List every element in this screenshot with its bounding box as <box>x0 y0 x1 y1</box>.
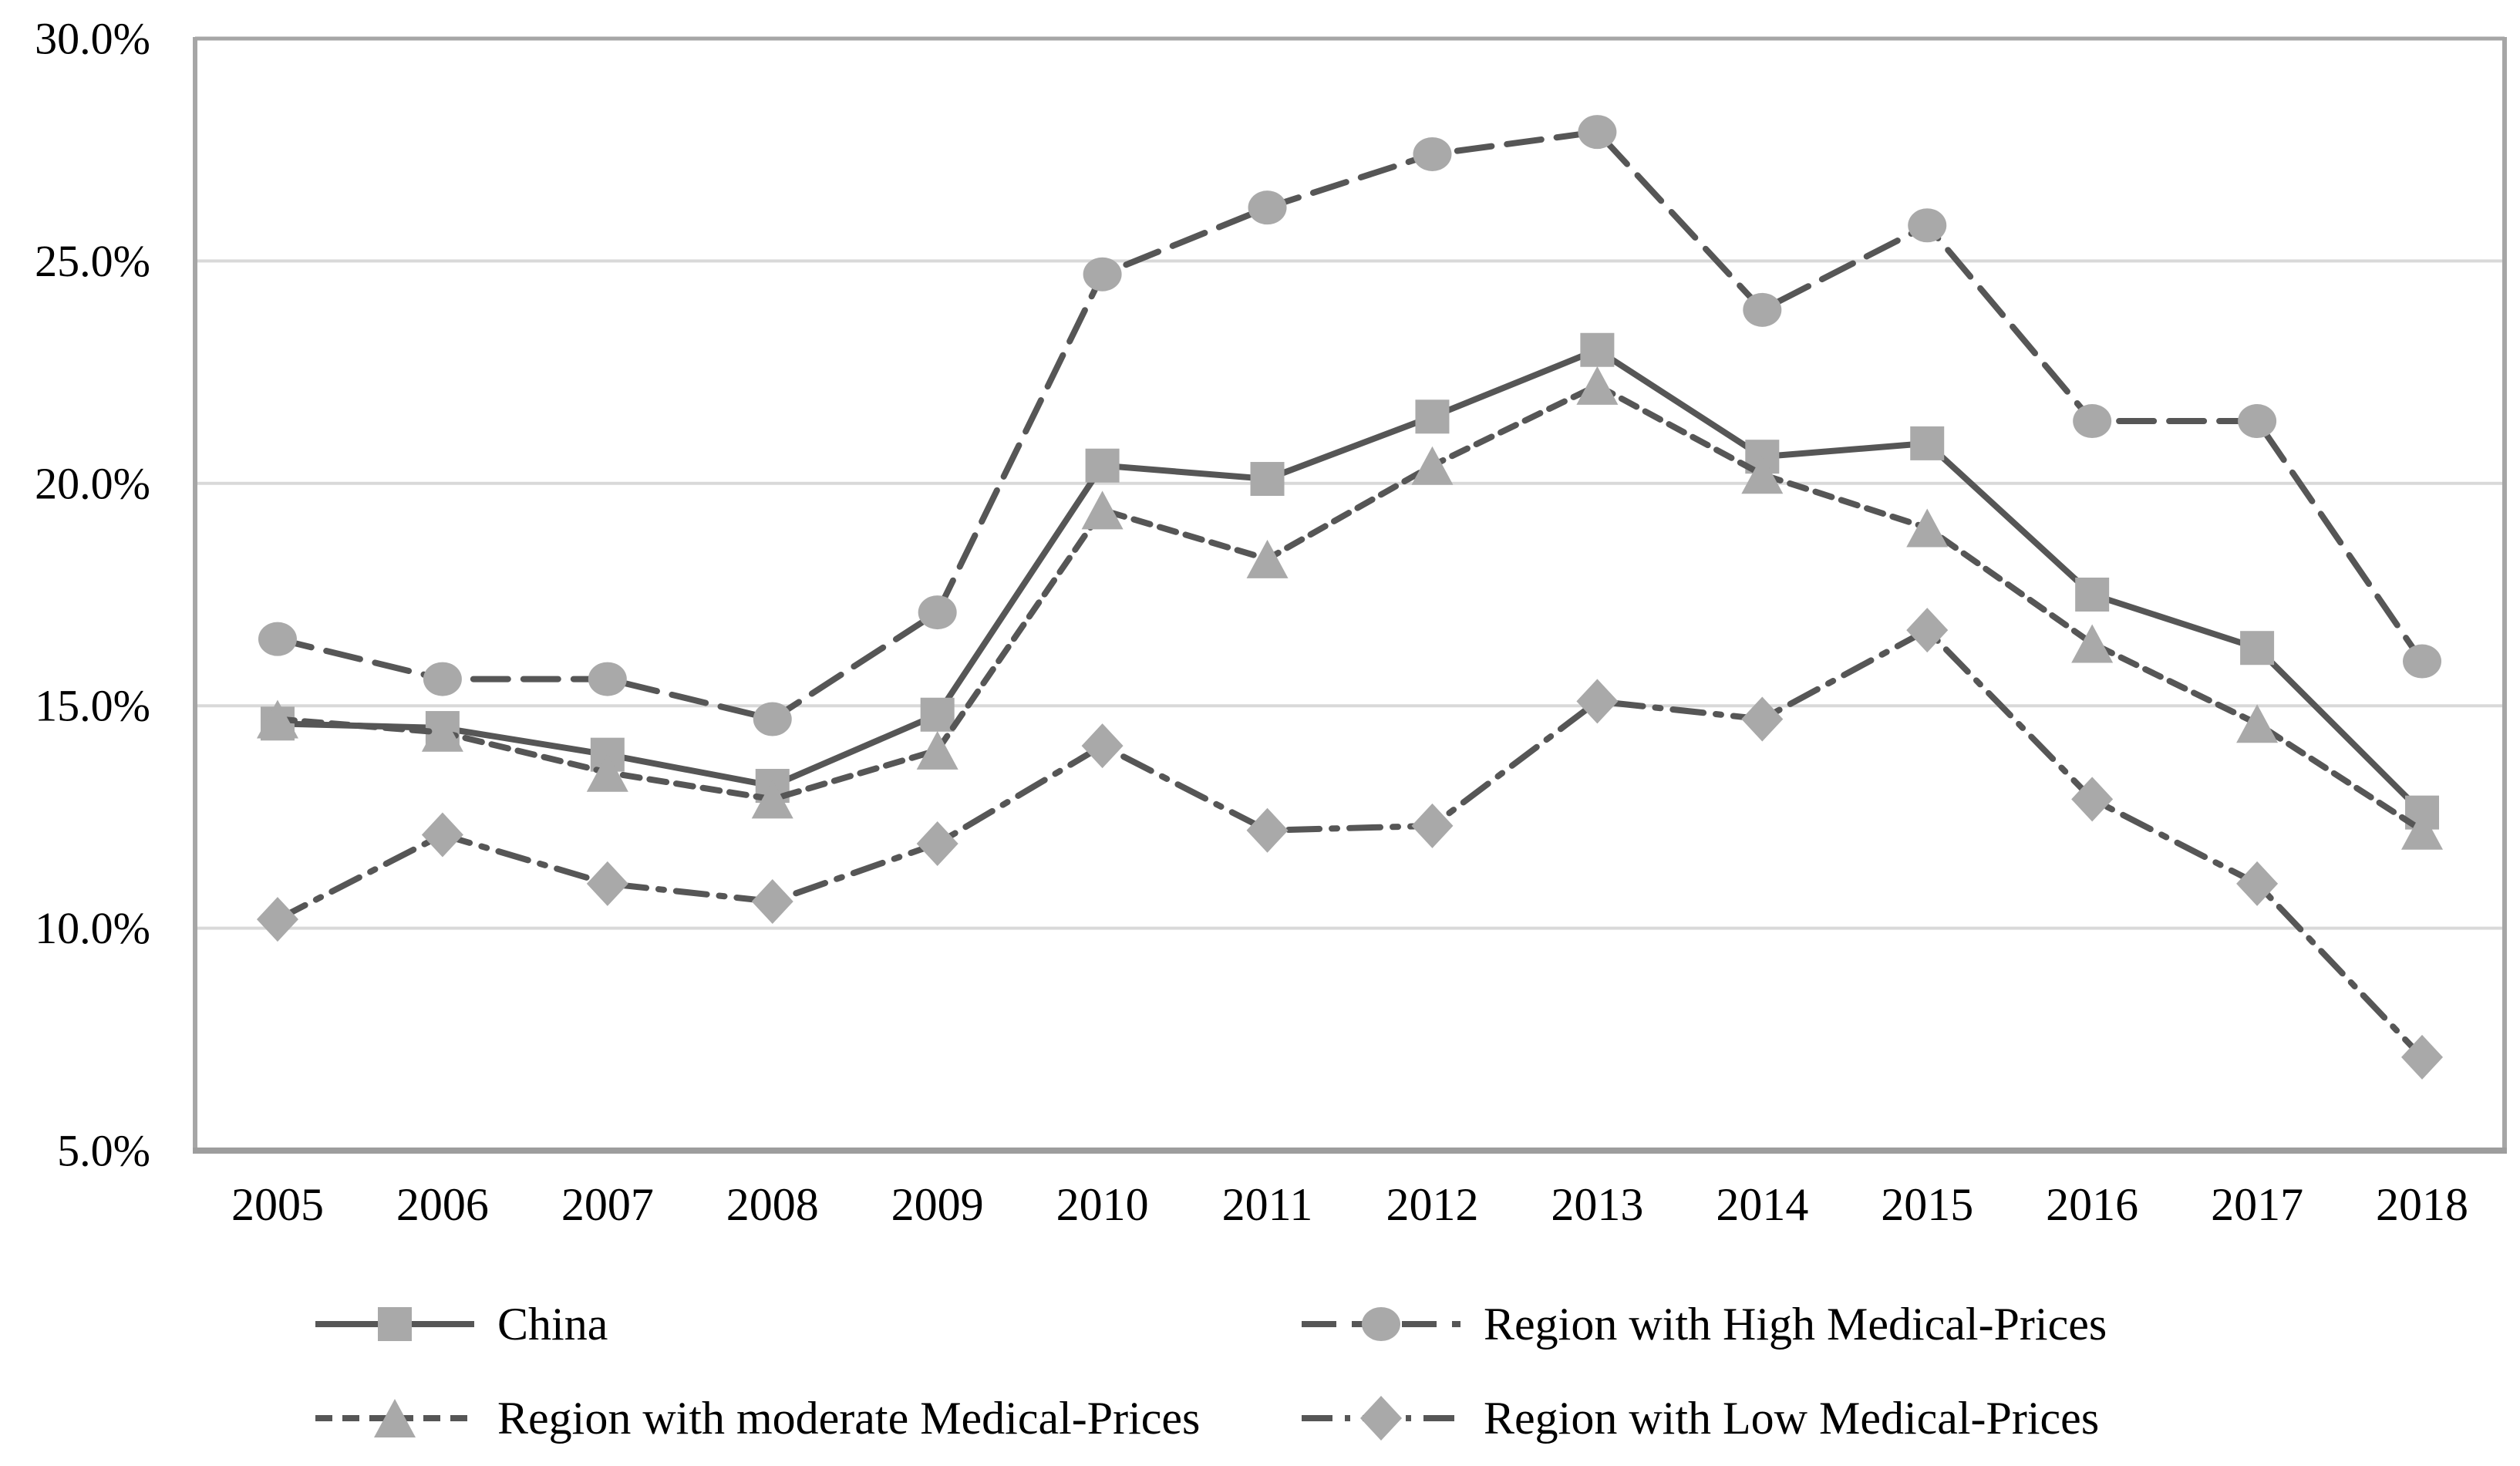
x-tick-label-2013: 2013 <box>1551 1179 1643 1230</box>
series-line-1 <box>275 128 2425 723</box>
y-tick-label-20.0%: 20.0% <box>35 458 150 508</box>
series-2-2008-triangle-marker <box>751 780 793 819</box>
x-tick-label-2016: 2016 <box>2046 1179 2138 1230</box>
x-tick-label-2018: 2018 <box>2376 1179 2468 1230</box>
series-3-2018-diamond-marker <box>2401 1034 2444 1080</box>
series-2-2018-triangle-marker <box>2401 811 2444 850</box>
series-2-2006-triangle-marker <box>421 713 463 752</box>
x-tick-label-2017: 2017 <box>2211 1179 2303 1230</box>
y-tick-label-10.0%: 10.0% <box>35 903 150 953</box>
series-0-2015-square-marker <box>1910 426 1945 460</box>
series-3-2006-diamond-marker <box>421 812 463 858</box>
x-tick-label-2012: 2012 <box>1386 1179 1478 1230</box>
series-line-0 <box>275 346 2425 816</box>
series-1-2006-circle-marker <box>423 662 462 696</box>
series-1-2018-circle-marker <box>2403 644 2442 679</box>
series-1-2012-circle-marker <box>1413 136 1452 171</box>
series-3-2010-diamond-marker <box>1081 723 1124 769</box>
series-3-2017-diamond-marker <box>2236 861 2279 906</box>
series-1-2010-circle-marker <box>1083 257 1122 292</box>
series-2-2011-triangle-marker <box>1246 539 1289 578</box>
series-1-2014-circle-marker <box>1743 292 1782 327</box>
series-0-2016-square-marker <box>2075 578 2110 612</box>
x-tick-label-2011: 2011 <box>1222 1179 1313 1230</box>
series-1-2009-circle-marker <box>918 595 957 630</box>
series-2-2012-triangle-marker <box>1411 446 1454 485</box>
x-tick-label-2009: 2009 <box>891 1179 984 1230</box>
series-0-2010-square-marker <box>1085 448 1120 483</box>
series-0-2013-square-marker <box>1580 332 1615 367</box>
series-2-2009-triangle-marker <box>916 730 958 770</box>
series-3-2007-diamond-marker <box>586 861 628 906</box>
x-tick-label-2015: 2015 <box>1881 1179 1973 1230</box>
x-tick-label-2008: 2008 <box>726 1179 819 1230</box>
series-1-2015-circle-marker <box>1908 208 1947 243</box>
series-3-2008-diamond-marker <box>751 878 793 924</box>
series-1-2013-circle-marker <box>1578 115 1617 150</box>
series-3-2013-diamond-marker <box>1576 679 1619 724</box>
x-tick-label-2010: 2010 <box>1056 1179 1149 1230</box>
y-tick-label-30.0%: 30.0% <box>35 14 150 64</box>
series-3-2005-diamond-marker <box>256 897 298 942</box>
x-tick-label-2007: 2007 <box>561 1179 654 1230</box>
series-3-2011-diamond-marker <box>1246 807 1289 853</box>
x-tick-label-2006: 2006 <box>396 1179 489 1230</box>
series-1-2007-circle-marker <box>588 662 627 696</box>
y-tick-label-15.0%: 15.0% <box>35 681 150 731</box>
series-1-2016-circle-marker <box>2073 404 2112 439</box>
series-3-2015-diamond-marker <box>1906 608 1949 653</box>
series-line-2 <box>275 382 2425 834</box>
x-tick-label-2014: 2014 <box>1716 1179 1808 1230</box>
series-1-2005-circle-marker <box>258 622 297 656</box>
y-tick-label-25.0%: 25.0% <box>35 236 150 286</box>
series-1-2011-circle-marker <box>1248 190 1287 225</box>
series-0-2009-square-marker <box>920 697 955 732</box>
series-2-2015-triangle-marker <box>1906 508 1949 548</box>
series-3-2014-diamond-marker <box>1741 696 1784 742</box>
series-1-2008-circle-marker <box>753 702 792 736</box>
series-line-3 <box>275 626 2425 1060</box>
x-tick-label-2005: 2005 <box>231 1179 324 1230</box>
series-1-2017-circle-marker <box>2238 404 2277 439</box>
series-0-2011-square-marker <box>1250 462 1285 497</box>
series-2-2007-triangle-marker <box>586 753 628 792</box>
series-2-2014-triangle-marker <box>1741 455 1784 494</box>
series-2-2013-triangle-marker <box>1576 366 1619 405</box>
series-2-2005-triangle-marker <box>256 699 298 739</box>
series-3-2016-diamond-marker <box>2071 777 2114 822</box>
series-3-2009-diamond-marker <box>916 821 958 867</box>
series-2-2016-triangle-marker <box>2071 624 2114 663</box>
y-tick-label-5.0%: 5.0% <box>57 1126 150 1176</box>
series-2-2010-triangle-marker <box>1081 490 1124 530</box>
series-3-2012-diamond-marker <box>1411 803 1454 848</box>
series-0-2017-square-marker <box>2240 631 2275 666</box>
series-0-2012-square-marker <box>1415 399 1450 434</box>
series-2-2017-triangle-marker <box>2236 704 2279 743</box>
